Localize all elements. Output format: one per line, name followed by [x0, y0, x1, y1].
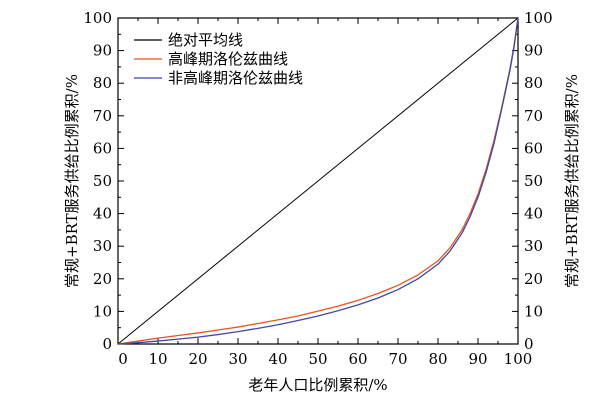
- left-tick-label: 10: [93, 302, 112, 320]
- bottom-tick-label: 10: [148, 350, 167, 368]
- right-tick-label: 100: [524, 9, 553, 27]
- left-tick-label: 80: [93, 74, 112, 92]
- right-tick-label: 20: [524, 270, 543, 288]
- right-tick-label: 40: [524, 205, 543, 223]
- right-tick-label: 80: [524, 74, 543, 92]
- bottom-tick-label: 20: [188, 350, 207, 368]
- right-tick-label: 30: [524, 237, 543, 255]
- legend-label-1: 高峰期洛伦兹曲线: [168, 50, 288, 68]
- left-axis-ticks: 0 10 20 30 40 50 60 70 80 90 100: [83, 9, 124, 353]
- left-tick-label: 30: [93, 237, 112, 255]
- left-tick-label: 0: [102, 335, 112, 353]
- left-tick-label: 20: [93, 270, 112, 288]
- bottom-tick-label: 60: [348, 350, 367, 368]
- right-tick-label: 50: [524, 172, 543, 190]
- y-axis-label-left: 常规+BRT服务供给比例累积/%: [63, 74, 81, 288]
- series-line-1: [117, 17, 519, 345]
- bottom-axis-ticks: 0 10 20 30 40 50 60 70 80 90 100: [117, 18, 533, 368]
- bottom-tick-label: 90: [468, 350, 487, 368]
- right-tick-label: 90: [524, 42, 543, 60]
- x-axis-label: 老年人口比例累积/%: [248, 376, 387, 394]
- right-tick-label: 70: [524, 107, 543, 125]
- right-axis-ticks: 0 10 20 30 40 50 60 70 80 90 100: [512, 9, 553, 353]
- bottom-tick-label: 0: [118, 350, 128, 368]
- bottom-tick-label: 50: [308, 350, 327, 368]
- left-tick-label: 70: [93, 107, 112, 125]
- left-tick-label: 100: [83, 9, 112, 27]
- left-tick-label: 40: [93, 205, 112, 223]
- bottom-tick-label: 40: [268, 350, 287, 368]
- y-axis-label-right: 常规+BRT服务供给比例累积/%: [563, 74, 581, 288]
- right-tick-label: 0: [524, 335, 534, 353]
- left-tick-label: 60: [93, 139, 112, 157]
- legend-label-0: 绝对平均线: [168, 31, 243, 49]
- left-tick-label: 90: [93, 42, 112, 60]
- series-line-0: [117, 17, 519, 345]
- series-line-2: [117, 17, 519, 345]
- bottom-tick-label: 30: [228, 350, 247, 368]
- bottom-tick-label: 70: [388, 350, 407, 368]
- right-tick-label: 10: [524, 302, 543, 320]
- right-tick-label: 60: [524, 139, 543, 157]
- bottom-tick-label: 100: [504, 350, 533, 368]
- left-tick-label: 50: [93, 172, 112, 190]
- legend-label-2: 非高峰期洛伦兹曲线: [168, 69, 303, 87]
- bottom-tick-label: 80: [428, 350, 447, 368]
- series-layer: [117, 17, 519, 345]
